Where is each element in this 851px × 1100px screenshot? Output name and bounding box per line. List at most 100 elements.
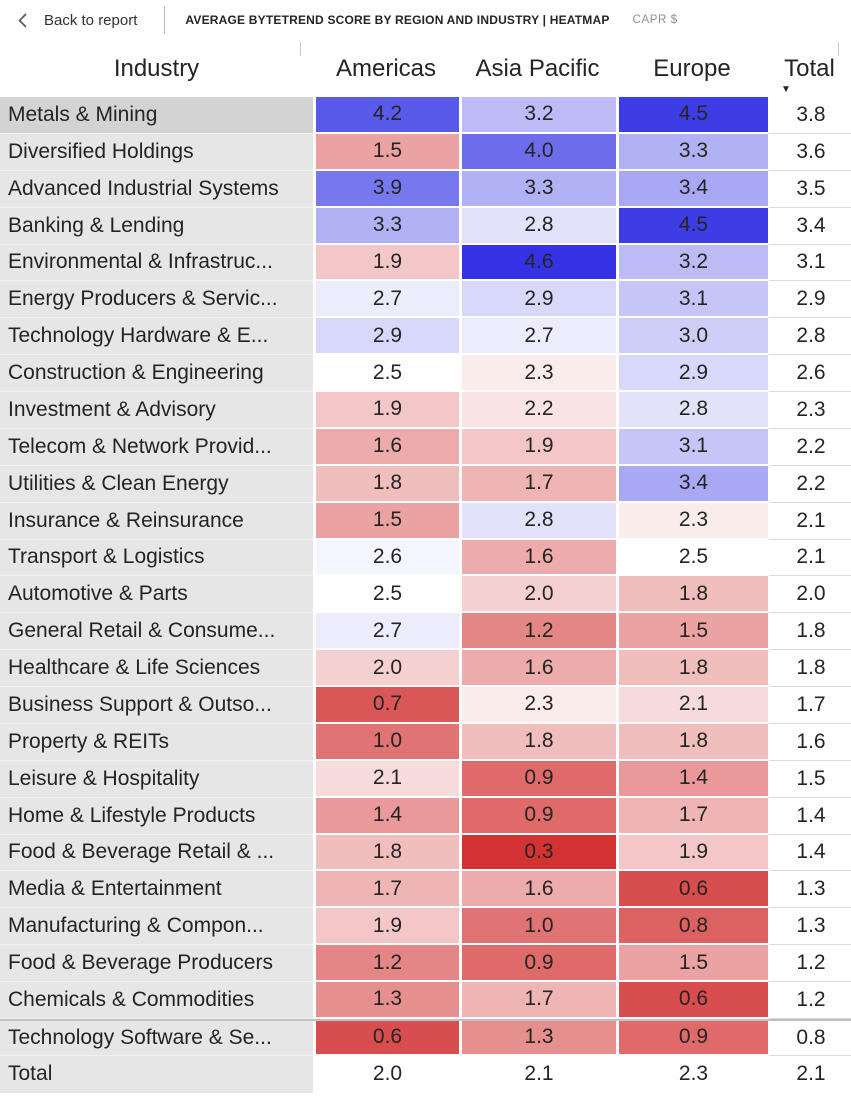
heatmap-cell[interactable]: 3.3 (459, 170, 616, 208)
row-total-cell[interactable]: 1.4 (768, 834, 851, 872)
column-header-asia-pacific[interactable]: Asia Pacific (459, 40, 616, 97)
row-label[interactable]: Chemicals & Commodities (0, 982, 313, 1019)
row-label[interactable]: Insurance & Reinsurance (0, 502, 313, 540)
row-label[interactable]: Transport & Logistics (0, 539, 313, 577)
heatmap-cell[interactable]: 3.4 (616, 170, 768, 208)
heatmap-cell[interactable]: 3.2 (616, 244, 768, 282)
column-header-europe[interactable]: Europe (616, 40, 768, 97)
heatmap-cell[interactable]: 1.7 (459, 465, 616, 503)
heatmap-cell[interactable]: 0.9 (459, 760, 616, 798)
heatmap-cell[interactable]: 3.3 (313, 207, 459, 245)
back-button[interactable]: Back to report (18, 12, 137, 29)
heatmap-cell[interactable]: 2.5 (313, 576, 459, 614)
row-label[interactable]: Food & Beverage Retail & ... (0, 834, 313, 872)
row-total-cell[interactable]: 2.1 (768, 502, 851, 540)
heatmap-cell[interactable]: 0.6 (616, 982, 768, 1019)
heatmap-cell[interactable]: 1.8 (616, 650, 768, 687)
heatmap-cell[interactable]: 1.8 (616, 576, 768, 614)
heatmap-cell[interactable]: 2.5 (313, 355, 459, 392)
row-label[interactable]: Technology Software & Se... (0, 1020, 313, 1056)
heatmap-cell[interactable]: 1.9 (313, 392, 459, 429)
heatmap-cell[interactable]: 2.7 (459, 318, 616, 356)
row-total-cell[interactable]: 2.1 (768, 1055, 851, 1093)
heatmap-cell[interactable]: 1.9 (459, 428, 616, 466)
row-label[interactable]: Investment & Advisory (0, 392, 313, 429)
heatmap-cell[interactable]: 1.6 (459, 871, 616, 909)
row-total-cell[interactable]: 3.1 (768, 244, 851, 282)
heatmap-cell[interactable]: 0.3 (459, 834, 616, 872)
row-total-cell[interactable]: 2.0 (768, 576, 851, 614)
heatmap-cell[interactable]: 0.8 (616, 908, 768, 946)
heatmap-cell[interactable]: 4.6 (459, 244, 616, 282)
heatmap-cell[interactable]: 1.8 (313, 834, 459, 872)
heatmap-cell[interactable]: 1.5 (616, 945, 768, 982)
row-total-cell[interactable]: 1.2 (768, 982, 851, 1019)
heatmap-cell[interactable]: 2.8 (459, 207, 616, 245)
heatmap-cell[interactable]: 2.1 (459, 1055, 616, 1093)
heatmap-cell[interactable]: 4.5 (616, 207, 768, 245)
heatmap-cell[interactable]: 1.6 (459, 539, 616, 577)
row-total-cell[interactable]: 3.8 (768, 97, 851, 134)
row-total-cell[interactable]: 1.3 (768, 871, 851, 909)
heatmap-cell[interactable]: 1.0 (459, 908, 616, 946)
heatmap-cell[interactable]: 1.2 (313, 945, 459, 982)
heatmap-cell[interactable]: 2.5 (616, 539, 768, 577)
heatmap-cell[interactable]: 1.3 (459, 1020, 616, 1056)
heatmap-cell[interactable]: 1.2 (459, 613, 616, 651)
heatmap-cell[interactable]: 1.7 (616, 797, 768, 835)
heatmap-cell[interactable]: 0.9 (459, 797, 616, 835)
row-label[interactable]: Metals & Mining (0, 97, 313, 134)
row-label[interactable]: Manufacturing & Compon... (0, 908, 313, 946)
row-label[interactable]: Leisure & Hospitality (0, 760, 313, 798)
row-label[interactable]: Telecom & Network Provid... (0, 428, 313, 466)
heatmap-cell[interactable]: 1.9 (313, 244, 459, 282)
row-label[interactable]: Utilities & Clean Energy (0, 465, 313, 503)
heatmap-cell[interactable]: 3.3 (616, 133, 768, 171)
heatmap-cell[interactable]: 2.1 (313, 760, 459, 798)
heatmap-cell[interactable]: 3.4 (616, 465, 768, 503)
row-total-cell[interactable]: 1.8 (768, 613, 851, 651)
column-header-industry[interactable]: Industry (0, 40, 313, 97)
heatmap-cell[interactable]: 1.9 (616, 834, 768, 872)
heatmap-cell[interactable]: 2.8 (459, 502, 616, 540)
row-total-cell[interactable]: 2.8 (768, 318, 851, 356)
heatmap-cell[interactable]: 4.0 (459, 133, 616, 171)
row-label[interactable]: Media & Entertainment (0, 871, 313, 909)
row-label[interactable]: Property & REITs (0, 723, 313, 761)
heatmap-cell[interactable]: 2.3 (616, 502, 768, 540)
heatmap-cell[interactable]: 2.3 (459, 687, 616, 724)
heatmap-cell[interactable]: 1.4 (313, 797, 459, 835)
heatmap-cell[interactable]: 1.7 (313, 871, 459, 909)
heatmap-cell[interactable]: 3.1 (616, 428, 768, 466)
row-label[interactable]: Healthcare & Life Sciences (0, 650, 313, 687)
row-total-cell[interactable]: 2.9 (768, 281, 851, 319)
row-total-cell[interactable]: 2.3 (768, 392, 851, 429)
heatmap-cell[interactable]: 2.6 (313, 539, 459, 577)
row-total-cell[interactable]: 1.3 (768, 908, 851, 946)
heatmap-cell[interactable]: 1.6 (459, 650, 616, 687)
heatmap-cell[interactable]: 4.2 (313, 97, 459, 134)
row-total-cell[interactable]: 3.4 (768, 207, 851, 245)
heatmap-cell[interactable]: 1.7 (459, 982, 616, 1019)
heatmap-cell[interactable]: 2.0 (459, 576, 616, 614)
heatmap-cell[interactable]: 1.5 (313, 133, 459, 171)
column-header-total[interactable]: Total ▼ (768, 40, 851, 97)
heatmap-cell[interactable]: 1.6 (313, 428, 459, 466)
heatmap-cell[interactable]: 3.2 (459, 97, 616, 134)
heatmap-cell[interactable]: 2.1 (616, 687, 768, 724)
row-label[interactable]: Environmental & Infrastruc... (0, 244, 313, 282)
row-total-cell[interactable]: 0.8 (768, 1020, 851, 1056)
heatmap-cell[interactable]: 1.3 (313, 982, 459, 1019)
row-label[interactable]: Technology Hardware & E... (0, 318, 313, 356)
row-label[interactable]: Business Support & Outso... (0, 687, 313, 724)
heatmap-cell[interactable]: 2.8 (616, 392, 768, 429)
row-total-cell[interactable]: 3.5 (768, 170, 851, 208)
heatmap-cell[interactable]: 1.8 (459, 723, 616, 761)
heatmap-cell[interactable]: 3.0 (616, 318, 768, 356)
row-label[interactable]: Home & Lifestyle Products (0, 797, 313, 835)
column-header-americas[interactable]: Americas (313, 40, 459, 97)
heatmap-cell[interactable]: 1.8 (616, 723, 768, 761)
heatmap-cell[interactable]: 2.9 (616, 355, 768, 392)
heatmap-cell[interactable]: 1.9 (313, 908, 459, 946)
row-total-cell[interactable]: 1.4 (768, 797, 851, 835)
